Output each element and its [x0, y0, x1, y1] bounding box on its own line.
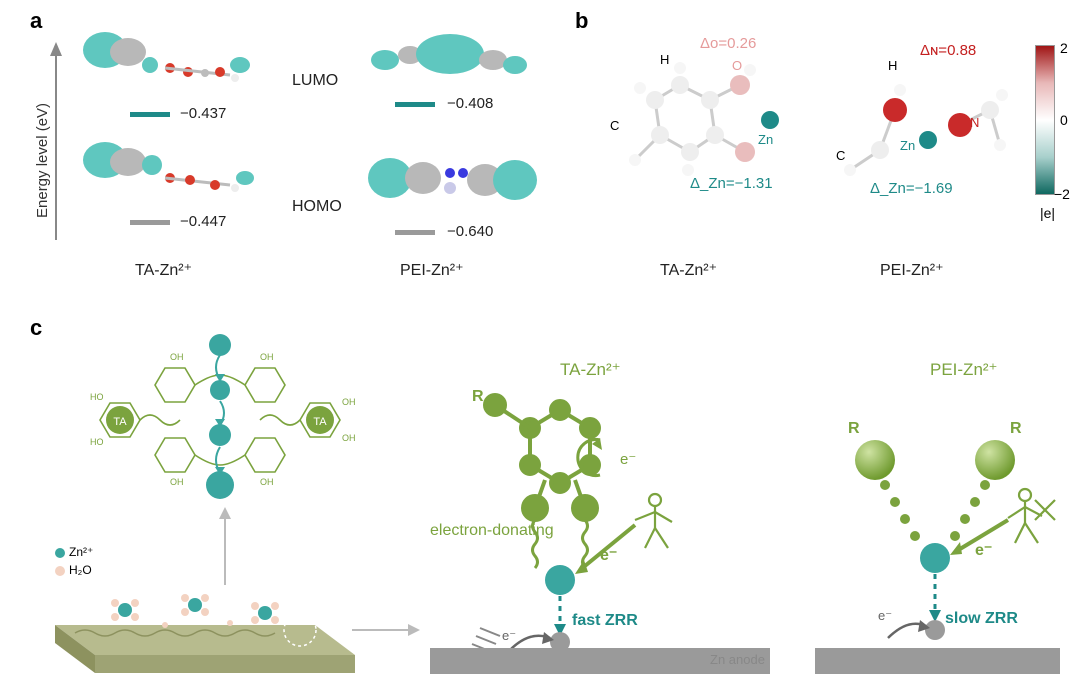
panel-b-pei: H C N Zn: [830, 50, 1020, 230]
b-pei-H: H: [888, 58, 897, 73]
c-right-title: PEI-Zn²⁺: [930, 360, 998, 380]
c-right-slow: slow ZRR: [945, 610, 1018, 628]
panel-a-label: a: [30, 8, 42, 34]
c-right-e2: e⁻: [878, 608, 892, 624]
legend-h2o: H₂O: [69, 563, 92, 577]
pei-name-a: PEI-Zn²⁺: [400, 260, 464, 280]
b-ta-O: O: [732, 58, 742, 73]
panel-c-label: c: [30, 315, 42, 341]
anode-slab: [55, 585, 355, 675]
colorbar-mid: 0: [1060, 112, 1068, 128]
svg-text:TA: TA: [113, 416, 127, 428]
ta-homo-level: [130, 220, 170, 225]
pei-lumo-level: [395, 102, 435, 107]
b-pei-name: PEI-Zn²⁺: [880, 260, 944, 280]
c-mid-e2: e⁻: [600, 545, 617, 565]
svg-text:HO: HO: [90, 392, 104, 402]
svg-text:OH: OH: [260, 477, 274, 487]
panel-a-ta-col: −0.437 −0.447: [70, 20, 270, 250]
homo-label: HOMO: [292, 198, 342, 216]
svg-text:TA: TA: [313, 416, 327, 428]
panel-a-ylabel: Energy level (eV): [34, 103, 51, 218]
b-pei-deltaZn: Δ_Zn=−1.69: [870, 180, 953, 197]
svg-text:OH: OH: [342, 433, 356, 443]
panel-b-ta: H C O Zn: [600, 40, 800, 230]
slab-arrow-right: [352, 620, 422, 645]
pei-homo-value: −0.640: [447, 223, 493, 240]
b-pei-Zn: Zn: [900, 138, 915, 153]
legend-zn: Zn²⁺: [69, 545, 93, 559]
c-mid-fast: fast ZRR: [572, 612, 638, 630]
b-ta-H: H: [660, 52, 669, 67]
anode-right: [815, 648, 1060, 674]
c-middle-title: TA-Zn²⁺: [560, 360, 621, 380]
panel-b-label: b: [575, 8, 588, 34]
panel-a-pei-col: −0.408 −0.640: [355, 20, 545, 250]
c-mid-R: R: [472, 388, 484, 406]
slab-arrow-up: [210, 505, 240, 590]
b-ta-deltaZn: Δ_Zn=−1.31: [690, 175, 773, 192]
c-right-R1: R: [848, 420, 860, 438]
b-ta-deltaO: Δᴏ=0.26: [700, 35, 756, 52]
b-ta-C: C: [610, 118, 619, 133]
c-right-svg: [820, 400, 1070, 680]
svg-text:OH: OH: [260, 352, 274, 362]
b-ta-Zn: Zn: [758, 132, 773, 147]
ta-name-a: TA-Zn²⁺: [135, 260, 192, 280]
panel-c-network: TA TA HO HO OH OH OH OH OH OH: [60, 325, 360, 515]
ta-homo-value: −0.447: [180, 213, 226, 230]
b-ta-name: TA-Zn²⁺: [660, 260, 717, 280]
lumo-label: LUMO: [292, 72, 338, 90]
ta-lumo-value: −0.437: [180, 105, 226, 122]
colorbar-unit: |e|: [1040, 205, 1055, 221]
colorbar: [1035, 45, 1055, 195]
b-pei-deltaN: Δɴ=0.88: [920, 42, 976, 59]
svg-text:HO: HO: [90, 437, 104, 447]
svg-text:OH: OH: [170, 352, 184, 362]
b-pei-C: C: [836, 148, 845, 163]
svg-text:OH: OH: [170, 477, 184, 487]
c-mid-edon: electron-donating: [430, 522, 554, 540]
c-right-R2: R: [1010, 420, 1022, 438]
pei-homo-level: [395, 230, 435, 235]
ta-lumo-level: [130, 112, 170, 117]
c-mid-e3: e⁻: [502, 628, 516, 644]
c-right-e: e⁻: [975, 540, 992, 560]
b-pei-N: N: [970, 115, 979, 130]
colorbar-max: 2: [1060, 40, 1068, 56]
c-mid-e1: e⁻: [620, 450, 636, 468]
svg-text:OH: OH: [342, 397, 356, 407]
pei-lumo-value: −0.408: [447, 95, 493, 112]
zn-anode-label: Zn anode: [710, 652, 765, 667]
colorbar-min: −2: [1054, 186, 1070, 202]
legend: Zn²⁺ H₂O: [55, 545, 93, 577]
